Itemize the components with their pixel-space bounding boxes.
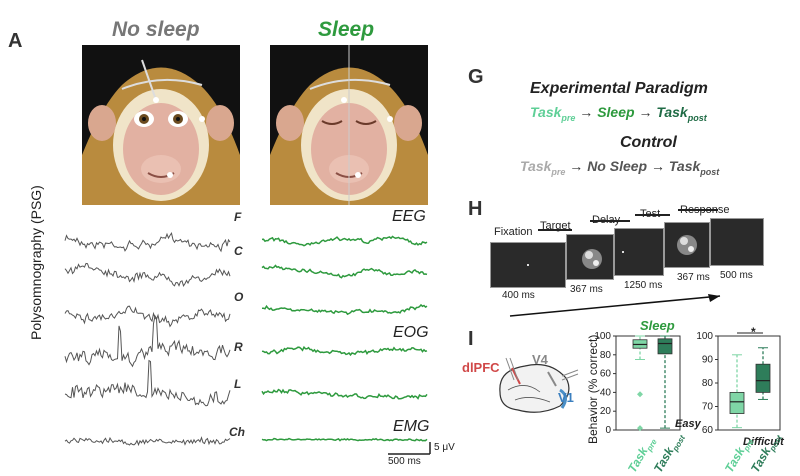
scale-time: 500 ms xyxy=(388,456,421,467)
trace-eog-1 xyxy=(261,345,428,357)
duration-target: 367 ms xyxy=(570,284,603,295)
experimental-sequence: Taskpre → Sleep → Taskpost xyxy=(530,104,707,123)
arrow-icon: → xyxy=(579,104,594,120)
duration-fixation: 400 ms xyxy=(502,290,535,301)
exp-task-post: Taskpost xyxy=(656,104,707,123)
scale-bar xyxy=(388,442,431,455)
test-screen xyxy=(664,222,710,268)
y-tick-label: 80 xyxy=(702,378,714,389)
trace-f xyxy=(64,231,231,253)
box xyxy=(657,338,673,355)
panel-i-letter: I xyxy=(468,328,474,350)
ctrl-task-post: Taskpost xyxy=(668,158,720,177)
y-tick-label: 40 xyxy=(600,387,612,398)
y-tick-label: 100 xyxy=(594,331,611,342)
stage-fixation: Fixation xyxy=(494,226,533,238)
trace-eeg-3 xyxy=(261,303,428,316)
panel-h-letter: H xyxy=(468,198,483,220)
monkey-awake-illustration xyxy=(82,45,240,205)
outlier-point xyxy=(637,391,643,398)
trace-ch xyxy=(64,436,231,447)
channel-label-f: F xyxy=(234,210,242,224)
ctrl-no-sleep: No Sleep xyxy=(587,158,648,174)
response-screen xyxy=(710,218,764,266)
panel-a-letter: A xyxy=(8,30,23,52)
difficult-label: Difficult xyxy=(743,436,784,448)
scale-voltage: 5 μV xyxy=(434,442,455,453)
target-screen xyxy=(566,234,614,280)
test-image-icon xyxy=(677,235,697,255)
significance-star: * xyxy=(751,325,756,339)
v1-label: V1 xyxy=(558,390,574,405)
trace-o xyxy=(64,305,231,328)
trace-l xyxy=(64,359,231,407)
trace-r xyxy=(64,314,231,368)
brain-diagram xyxy=(499,357,579,413)
control-title: Control xyxy=(620,134,677,151)
trace-eog-2 xyxy=(261,388,428,400)
control-sequence: Taskpre → No Sleep → Taskpost xyxy=(520,158,719,177)
sleep-title: Sleep xyxy=(318,18,375,41)
y-tick-label: 60 xyxy=(702,425,714,436)
exp-sleep: Sleep xyxy=(597,104,635,120)
stage-test: Test xyxy=(640,208,661,220)
dlpfc-label: dlPFC xyxy=(462,360,500,375)
panel-g-letter: G xyxy=(468,66,484,88)
delay-dot xyxy=(622,251,624,253)
channel-label-ch: Ch xyxy=(229,425,245,439)
no-sleep-title: No sleep xyxy=(112,18,200,41)
trace-emg xyxy=(261,437,428,442)
duration-response: 500 ms xyxy=(720,270,753,281)
task-timeline-lines xyxy=(509,209,721,317)
fixation-screen xyxy=(490,242,566,288)
easy-label: Easy xyxy=(675,418,701,430)
channel-label-o: O xyxy=(234,290,244,304)
y-tick-label: 100 xyxy=(696,331,713,342)
arrow-icon: → xyxy=(650,158,665,174)
y-tick-label: 90 xyxy=(702,355,714,366)
duration-delay: 1250 ms xyxy=(624,280,663,291)
experimental-paradigm-title: Experimental Paradigm xyxy=(530,80,708,97)
y-tick-label: 70 xyxy=(702,402,714,413)
stage-delay: Delay xyxy=(592,214,621,226)
duration-test: 367 ms xyxy=(677,272,710,283)
y-tick-label: 80 xyxy=(600,350,612,361)
channel-label-c: C xyxy=(234,244,243,258)
channel-label-r: R xyxy=(234,340,243,354)
exp-task-pre: Taskpre xyxy=(530,104,576,123)
arrow-icon: → xyxy=(569,158,584,174)
monkey-sleep-illustration xyxy=(270,45,428,205)
target-image-icon xyxy=(582,249,602,269)
ctrl-task-pre: Taskpre xyxy=(520,158,566,177)
eog-label: EOG xyxy=(393,324,429,341)
delay-screen xyxy=(614,228,664,276)
channel-label-l: L xyxy=(234,377,242,391)
stage-target: Target xyxy=(540,220,571,232)
panel-i-sleep-title: Sleep xyxy=(640,318,675,333)
trace-eeg-2 xyxy=(261,264,428,279)
y-tick-label: 20 xyxy=(600,406,612,417)
eeg-label: EEG xyxy=(392,208,426,225)
arrow-icon: → xyxy=(638,104,653,120)
fixation-dot xyxy=(527,264,529,266)
y-tick-label: 60 xyxy=(600,369,612,380)
trace-eeg-1 xyxy=(261,235,428,247)
y-tick-label: 0 xyxy=(605,425,611,436)
plot-frame-difficult xyxy=(717,335,781,431)
plot-frame-easy xyxy=(615,335,681,431)
v4-label: V4 xyxy=(532,352,548,367)
trace-c xyxy=(64,262,231,287)
stage-response: Response xyxy=(680,204,730,216)
emg-label: EMG xyxy=(393,418,430,435)
box xyxy=(729,391,745,414)
box xyxy=(755,363,771,393)
outlier-point xyxy=(637,425,643,432)
